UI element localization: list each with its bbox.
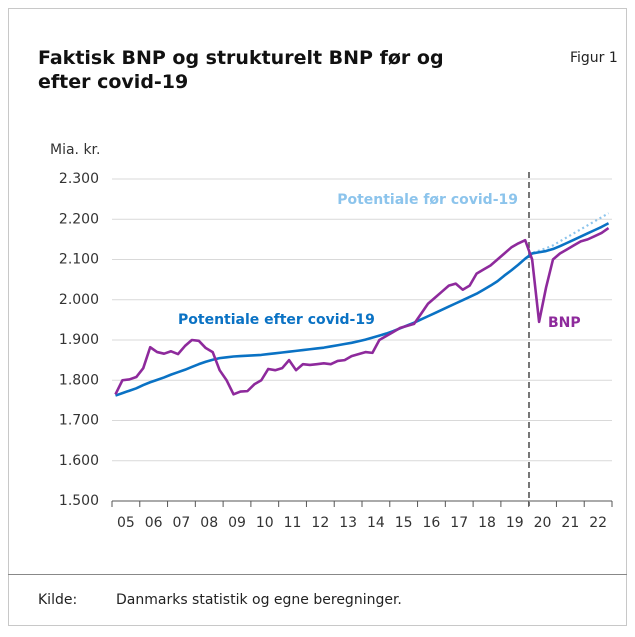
source-label: Kilde: bbox=[38, 592, 77, 608]
x-tick-label: 22 bbox=[589, 515, 607, 531]
x-tick-label: 12 bbox=[311, 515, 329, 531]
x-tick-label: 19 bbox=[506, 515, 524, 531]
y-tick-label: 1.900 bbox=[59, 332, 99, 348]
series-line bbox=[115, 222, 610, 397]
x-tick-label: 11 bbox=[284, 515, 302, 531]
x-tick-label: 20 bbox=[534, 515, 552, 531]
y-tick-label: 1.500 bbox=[59, 493, 99, 509]
y-tick-label: 2.000 bbox=[59, 292, 99, 308]
y-axis-label: Mia. kr. bbox=[50, 142, 100, 158]
source-text: Danmarks statistik og egne beregninger. bbox=[116, 592, 402, 608]
y-tick-label: 1.600 bbox=[59, 453, 99, 469]
x-tick-label: 13 bbox=[339, 515, 357, 531]
series-line bbox=[114, 227, 610, 396]
x-tick-label: 10 bbox=[256, 515, 274, 531]
y-tick-label: 1.700 bbox=[59, 413, 99, 429]
chart-title: Faktisk BNP og strukturelt BNP før og eft… bbox=[38, 47, 444, 93]
frame bbox=[8, 8, 627, 626]
series-label: Potentiale før covid-19 bbox=[337, 192, 518, 208]
x-tick-label: 17 bbox=[450, 515, 468, 531]
figure-label: Figur 1 bbox=[570, 50, 618, 66]
y-tick-label: 1.800 bbox=[59, 372, 99, 388]
series-label: BNP bbox=[548, 315, 581, 331]
y-tick-label: 2.100 bbox=[59, 252, 99, 268]
y-tick-label: 2.300 bbox=[59, 171, 99, 187]
x-tick-label: 18 bbox=[478, 515, 496, 531]
x-tick-label: 21 bbox=[561, 515, 579, 531]
x-tick-label: 08 bbox=[200, 515, 218, 531]
x-tick-label: 09 bbox=[228, 515, 246, 531]
y-tick-label: 2.200 bbox=[59, 211, 99, 227]
x-tick-label: 15 bbox=[395, 515, 413, 531]
x-tick-label: 16 bbox=[423, 515, 441, 531]
series-label: Potentiale efter covid-19 bbox=[178, 312, 375, 328]
x-tick-label: 07 bbox=[173, 515, 191, 531]
x-tick-label: 05 bbox=[117, 515, 135, 531]
series-line bbox=[524, 212, 610, 260]
x-tick-label: 06 bbox=[145, 515, 163, 531]
x-tick-label: 14 bbox=[367, 515, 385, 531]
